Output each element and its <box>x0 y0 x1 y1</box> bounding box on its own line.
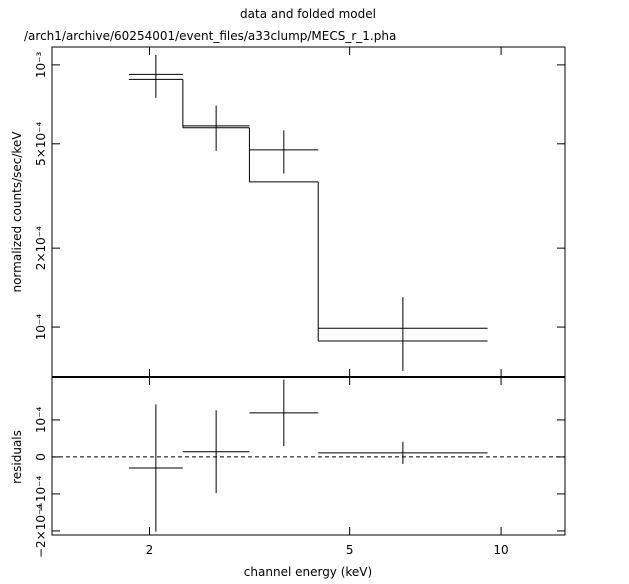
plot-frame <box>51 46 566 378</box>
y-tick-label: 10⁻³ <box>34 51 48 78</box>
x-tick-label: 2 <box>146 543 154 557</box>
y-tick-label: −2×10⁻⁴ <box>34 504 48 558</box>
chart-subtitle: /arch1/archive/60254001/event_files/a33c… <box>24 29 396 43</box>
x-tick-label: 10 <box>493 543 508 557</box>
y-tick-label: 0 <box>34 453 48 461</box>
plot-frame <box>51 376 566 536</box>
y-tick-label: 5×10⁻⁴ <box>34 122 48 166</box>
x-tick-label: 5 <box>346 543 354 557</box>
y-tick-label: 2×10⁻⁴ <box>34 226 48 270</box>
y-tick-label: −10⁻⁴ <box>34 476 48 513</box>
y-axis-label: normalized counts/sec/keV <box>10 131 24 293</box>
y-tick-label: 10⁻⁴ <box>34 407 48 434</box>
chart-title: data and folded model <box>240 7 376 21</box>
y-tick-label: 10⁻⁴ <box>34 314 48 341</box>
y-axis-label: residuals <box>10 430 24 484</box>
x-axis-label: channel energy (keV) <box>244 565 372 579</box>
